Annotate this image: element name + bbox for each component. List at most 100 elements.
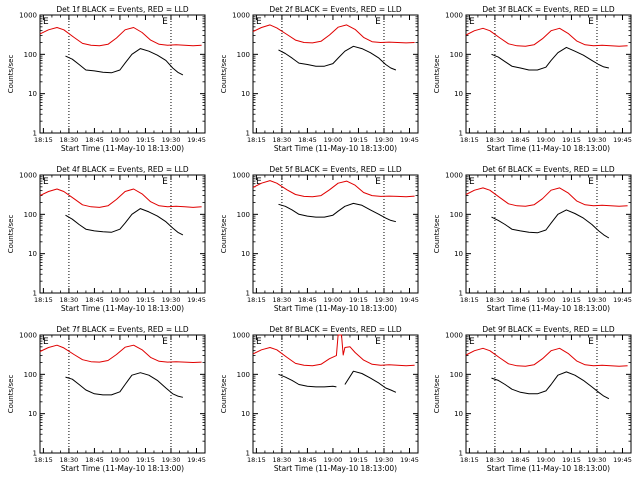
x-tick-label: 18:30	[273, 296, 292, 304]
marker-label-right: E	[162, 337, 168, 347]
panel-title: Det 4f BLACK = Events, RED = LLD	[56, 165, 189, 174]
plot-frame	[465, 334, 632, 454]
x-tick-label: 19:15	[136, 136, 155, 144]
marker-label-right: E	[588, 337, 594, 347]
y-tick-label: 1000	[232, 172, 250, 180]
x-tick-label: 18:15	[34, 136, 53, 144]
x-tick-label: 19:45	[187, 296, 206, 304]
y-axis-label: Counts/sec	[7, 215, 15, 254]
lld-series-line	[39, 344, 202, 363]
x-tick-label: 19:45	[613, 456, 632, 464]
y-tick-label: 100	[24, 211, 37, 219]
events-series-line	[491, 371, 610, 400]
x-axis-label: Start Time (11-May-10 18:13:00)	[487, 144, 610, 153]
x-tick-label: 19:30	[588, 456, 607, 464]
x-axis-label: Start Time (11-May-10 18:13:00)	[487, 464, 610, 473]
y-tick-label: 10	[454, 250, 463, 258]
events-series-line	[278, 202, 397, 223]
x-tick-label: 19:00	[111, 296, 130, 304]
lld-series-line	[252, 334, 415, 367]
y-tick-label: 1000	[445, 332, 463, 340]
x-tick-label: 18:15	[247, 296, 266, 304]
x-tick-label: 19:00	[324, 296, 343, 304]
y-axis-label: Counts/sec	[220, 55, 228, 94]
x-tick-label: 19:30	[162, 296, 181, 304]
y-tick-label: 1000	[445, 12, 463, 20]
x-tick-label: 19:15	[562, 296, 581, 304]
y-tick-label: 10	[28, 250, 37, 258]
y-tick-label: 100	[24, 371, 37, 379]
x-axis-label: Start Time (11-May-10 18:13:00)	[274, 304, 397, 313]
y-axis-label: Counts/sec	[7, 375, 15, 414]
x-tick-label: 18:45	[298, 456, 317, 464]
x-tick-label: 19:15	[349, 136, 368, 144]
y-tick-label: 1	[246, 290, 250, 298]
x-tick-label: 18:45	[511, 296, 530, 304]
panel-det-5: Det 5f BLACK = Events, RED = LLD 1 10 100 10…	[220, 165, 419, 313]
events-series-line	[65, 48, 184, 76]
x-tick-label: 18:30	[273, 136, 292, 144]
x-tick-label: 18:45	[511, 456, 530, 464]
x-tick-label: 19:45	[400, 136, 419, 144]
x-tick-label: 18:15	[460, 456, 479, 464]
y-tick-label: 1	[33, 450, 37, 458]
y-axis-label: Counts/sec	[220, 375, 228, 414]
lld-series-line	[39, 188, 202, 208]
x-tick-label: 18:45	[85, 456, 104, 464]
y-tick-label: 10	[454, 90, 463, 98]
plot-frame	[252, 334, 419, 454]
x-tick-label: 19:00	[111, 456, 130, 464]
x-tick-label: 19:30	[375, 456, 394, 464]
x-tick-label: 18:45	[511, 136, 530, 144]
lld-series-line	[465, 27, 628, 47]
marker-label-left: E	[469, 177, 475, 187]
plot-frame	[252, 14, 419, 134]
marker-label-right: E	[162, 177, 168, 187]
x-tick-label: 19:45	[187, 136, 206, 144]
x-axis-label: Start Time (11-May-10 18:13:00)	[61, 304, 184, 313]
x-axis-label: Start Time (11-May-10 18:13:00)	[61, 464, 184, 473]
y-axis-label: Counts/sec	[220, 215, 228, 254]
x-tick-label: 18:30	[273, 456, 292, 464]
y-tick-label: 1000	[232, 332, 250, 340]
marker-label-left: E	[256, 177, 262, 187]
panel-det-3: Det 3f BLACK = Events, RED = LLD 1 10 100 10…	[433, 5, 632, 153]
lld-series-line	[465, 187, 628, 207]
x-axis-label: Start Time (11-May-10 18:13:00)	[61, 144, 184, 153]
x-tick-label: 19:15	[562, 136, 581, 144]
lld-series-line	[252, 24, 415, 44]
x-tick-label: 19:00	[537, 296, 556, 304]
x-tick-label: 19:30	[588, 136, 607, 144]
x-tick-label: 18:15	[34, 456, 53, 464]
x-tick-label: 18:45	[85, 136, 104, 144]
x-tick-label: 19:45	[613, 136, 632, 144]
x-tick-label: 19:00	[537, 456, 556, 464]
x-tick-label: 18:30	[486, 296, 505, 304]
plot-frame	[39, 334, 206, 454]
y-tick-label: 100	[450, 51, 463, 59]
y-tick-label: 10	[28, 410, 37, 418]
marker-label-right: E	[588, 17, 594, 27]
y-tick-label: 1	[459, 290, 463, 298]
events-series-line	[65, 372, 184, 398]
panel-title: Det 6f BLACK = Events, RED = LLD	[482, 165, 615, 174]
panel-det-6: Det 6f BLACK = Events, RED = LLD 1 10 100 10…	[433, 165, 632, 313]
y-tick-label: 10	[241, 90, 250, 98]
y-tick-label: 1	[459, 450, 463, 458]
x-tick-label: 19:15	[562, 456, 581, 464]
y-tick-label: 1000	[445, 172, 463, 180]
y-tick-label: 10	[28, 90, 37, 98]
y-tick-label: 100	[450, 211, 463, 219]
marker-label-left: E	[256, 17, 262, 27]
y-tick-label: 1000	[19, 12, 37, 20]
panel-det-4: Det 4f BLACK = Events, RED = LLD 1 10 100 10…	[7, 165, 206, 313]
panel-det-2: Det 2f BLACK = Events, RED = LLD 1 10 100 10…	[220, 5, 419, 153]
events-series-line	[491, 209, 610, 239]
events-series-line	[65, 208, 184, 236]
x-tick-label: 18:30	[486, 136, 505, 144]
y-tick-label: 10	[454, 410, 463, 418]
x-tick-label: 19:30	[375, 136, 394, 144]
x-tick-label: 18:30	[486, 456, 505, 464]
marker-label-right: E	[588, 177, 594, 187]
